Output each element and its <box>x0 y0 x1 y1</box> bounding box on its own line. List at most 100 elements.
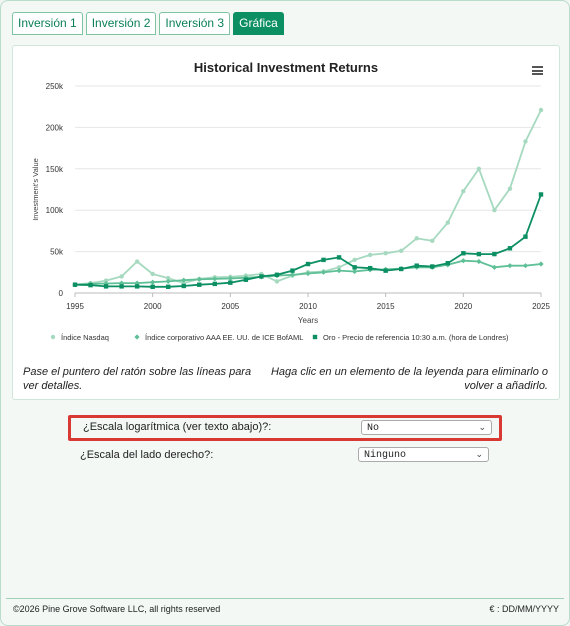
tab-grafica[interactable]: Gráfica <box>233 12 284 35</box>
data-point <box>367 265 373 271</box>
log-scale-select[interactable]: No ⌄ <box>361 420 492 435</box>
data-point <box>538 107 544 113</box>
data-point <box>274 272 280 277</box>
data-point <box>196 276 202 282</box>
data-point <box>352 265 357 270</box>
tab-inversion-2[interactable]: Inversión 2 <box>85 12 157 35</box>
data-point <box>538 261 544 267</box>
legend-marker <box>312 334 318 340</box>
data-point <box>134 259 140 264</box>
y-axis-title: Investment's Value <box>31 158 40 221</box>
data-point <box>181 277 187 283</box>
hover-hint: Pase el puntero del ratón sobre las líne… <box>23 366 252 392</box>
data-point <box>150 271 155 277</box>
data-point <box>461 188 466 194</box>
data-point <box>367 252 373 258</box>
data-point <box>461 251 466 256</box>
data-point <box>227 275 233 282</box>
data-point <box>72 282 78 287</box>
legend-item[interactable]: Oro - Precio de referencia 10:30 a.m. (h… <box>323 333 509 342</box>
footer-divider <box>6 598 564 599</box>
legend-item[interactable]: Índice corporativo AAA EE. UU. de ICE Bo… <box>145 333 303 342</box>
data-point <box>305 261 311 267</box>
data-point <box>383 251 388 256</box>
data-point <box>492 208 497 213</box>
data-point <box>476 258 482 265</box>
log-scale-value: No <box>367 423 380 434</box>
right-scale-select[interactable]: Ninguno ⌄ <box>358 447 489 462</box>
log-scale-label: ¿Escala logarítmica (ver texto abajo)?: <box>83 421 272 433</box>
data-point <box>290 268 295 273</box>
data-point <box>445 220 450 225</box>
y-tick-label: 50k <box>50 248 64 257</box>
tab-bar: Inversión 1 Inversión 2 Inversión 3 Gráf… <box>12 12 284 35</box>
data-point <box>320 269 327 275</box>
tab-inversion-1[interactable]: Inversión 1 <box>12 12 83 35</box>
hamburger-menu-icon[interactable] <box>532 66 543 75</box>
data-point <box>352 257 357 263</box>
log-scale-row: ¿Escala logarítmica (ver texto abajo)?: … <box>68 415 502 441</box>
data-point <box>103 278 109 283</box>
data-point <box>119 274 124 279</box>
right-scale-row: ¿Escala del lado derecho?: Ninguno ⌄ <box>68 445 496 467</box>
data-point <box>134 280 140 286</box>
data-point <box>522 263 529 269</box>
chevron-down-icon: ⌄ <box>478 423 486 433</box>
data-point <box>523 139 528 144</box>
data-point <box>507 246 513 251</box>
legend-marker <box>134 334 140 340</box>
data-point <box>166 284 171 289</box>
data-point <box>399 266 404 272</box>
chart-title: Historical Investment Returns <box>193 60 379 75</box>
data-point <box>212 276 218 282</box>
data-point <box>523 234 528 239</box>
data-point <box>181 283 186 289</box>
x-tick-label: 2010 <box>299 302 317 311</box>
y-tick-label: 200k <box>46 123 64 132</box>
chevron-down-icon: ⌄ <box>475 450 483 460</box>
legend-item[interactable]: Índice Nasdaq <box>61 333 109 342</box>
data-point <box>538 192 544 197</box>
data-point <box>119 284 124 289</box>
data-point <box>430 238 435 244</box>
y-tick-label: 100k <box>46 206 64 215</box>
data-point <box>460 258 466 264</box>
data-point <box>321 257 326 263</box>
chart-svg: 0 50k 100k 150k 200k 250k 1995 2000 2005 2010 2015… <box>31 82 550 342</box>
data-point <box>197 282 202 287</box>
data-point <box>103 284 109 289</box>
data-point <box>445 260 450 266</box>
data-point <box>274 279 280 284</box>
right-scale-label: ¿Escala del lado derecho?: <box>80 449 214 461</box>
data-point <box>305 270 311 277</box>
data-point <box>430 264 435 269</box>
data-point <box>336 265 342 270</box>
data-point <box>289 272 296 278</box>
data-point <box>336 255 342 260</box>
footer-date-format: € : DD/MM/YYYY <box>489 604 559 614</box>
data-point <box>476 166 482 171</box>
x-axis-title: Years <box>298 316 318 325</box>
data-point <box>352 268 358 275</box>
right-scale-value: Ninguno <box>364 450 407 461</box>
data-point <box>166 275 171 281</box>
chart-panel: Historical Investment Returns 0 50k 100k 15… <box>12 45 560 400</box>
series-line <box>74 109 542 286</box>
data-point <box>476 251 482 257</box>
data-point <box>243 277 249 282</box>
legend-marker <box>50 334 56 340</box>
data-point <box>492 251 497 257</box>
data-point <box>507 263 513 269</box>
y-tick-label: 0 <box>59 289 64 298</box>
data-point <box>212 281 217 287</box>
tab-inversion-3[interactable]: Inversión 3 <box>159 12 231 35</box>
x-tick-label: 2025 <box>532 302 550 311</box>
x-tick-label: 2000 <box>144 302 162 311</box>
legend-hint: Haga clic en un elemento de la leyenda p… <box>270 366 548 392</box>
data-point <box>507 186 513 191</box>
x-tick-label: 2005 <box>221 302 239 311</box>
x-tick-label: 2020 <box>454 302 472 311</box>
data-point <box>259 274 264 279</box>
data-point <box>414 236 419 241</box>
y-tick-label: 250k <box>46 82 64 91</box>
